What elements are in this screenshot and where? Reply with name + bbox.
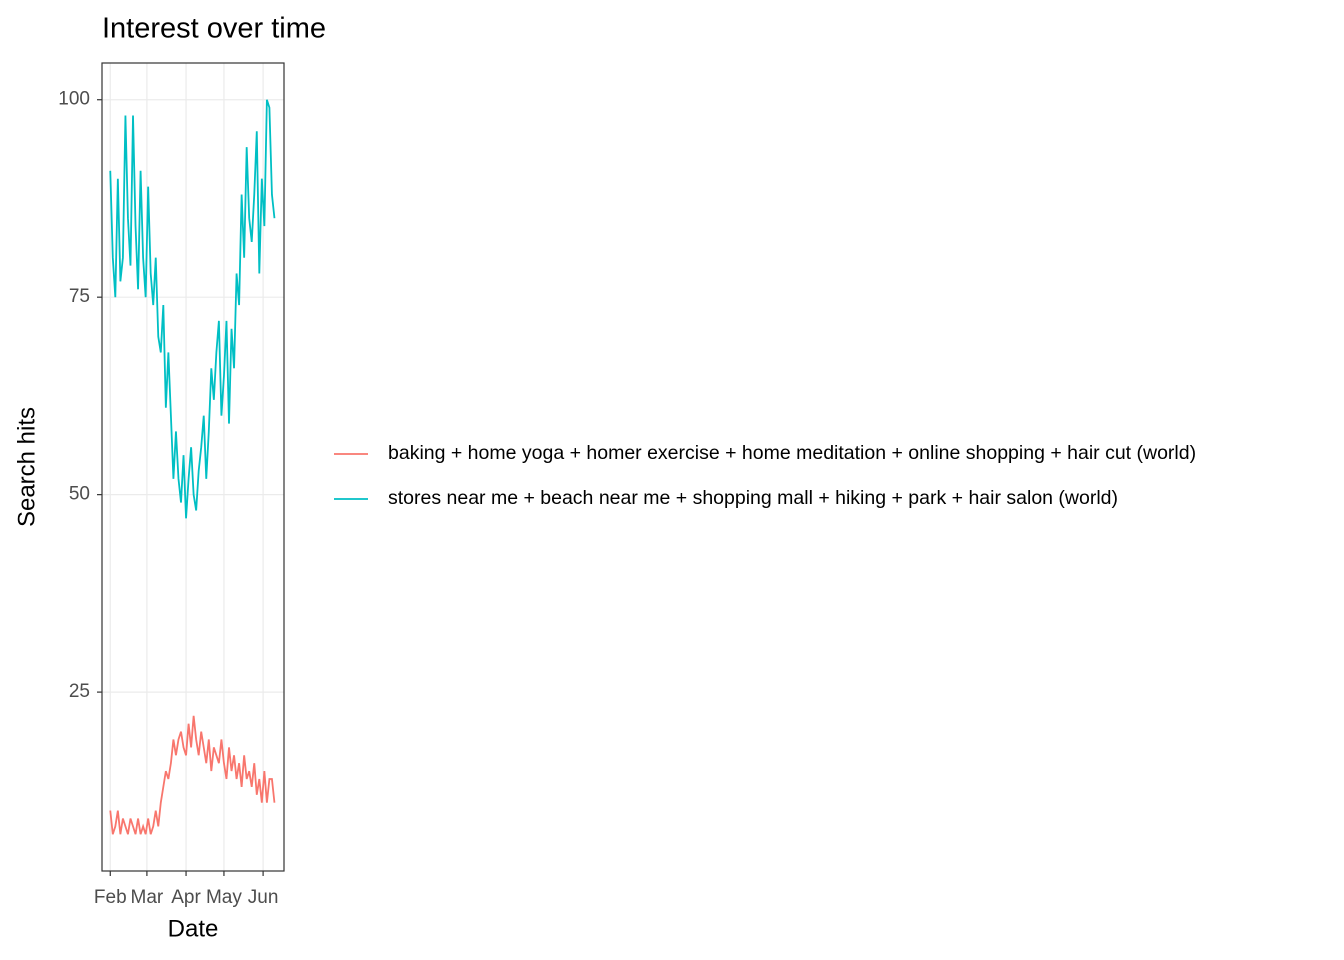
- y-tick-label: 25: [69, 681, 90, 702]
- x-axis-label: Date: [168, 915, 219, 942]
- y-tick-label: 50: [69, 484, 90, 505]
- legend-label: stores near me + beach near me + shoppin…: [388, 487, 1118, 509]
- x-tick-label: Jun: [248, 887, 279, 908]
- x-tick-label: Apr: [171, 887, 201, 908]
- panel-border: [101, 62, 285, 872]
- y-axis-label: Search hits: [13, 407, 40, 527]
- y-tick-label: 100: [58, 89, 90, 110]
- x-tick-label: May: [206, 887, 242, 908]
- x-tick-label: Mar: [131, 887, 164, 908]
- series-line: [109, 99, 276, 519]
- legend-label: baking + home yoga + homer exercise + ho…: [388, 442, 1196, 464]
- chart-title: Interest over time: [102, 13, 326, 45]
- y-tick-label: 75: [69, 286, 90, 307]
- series-line: [109, 715, 276, 835]
- x-tick-label: Feb: [94, 887, 127, 908]
